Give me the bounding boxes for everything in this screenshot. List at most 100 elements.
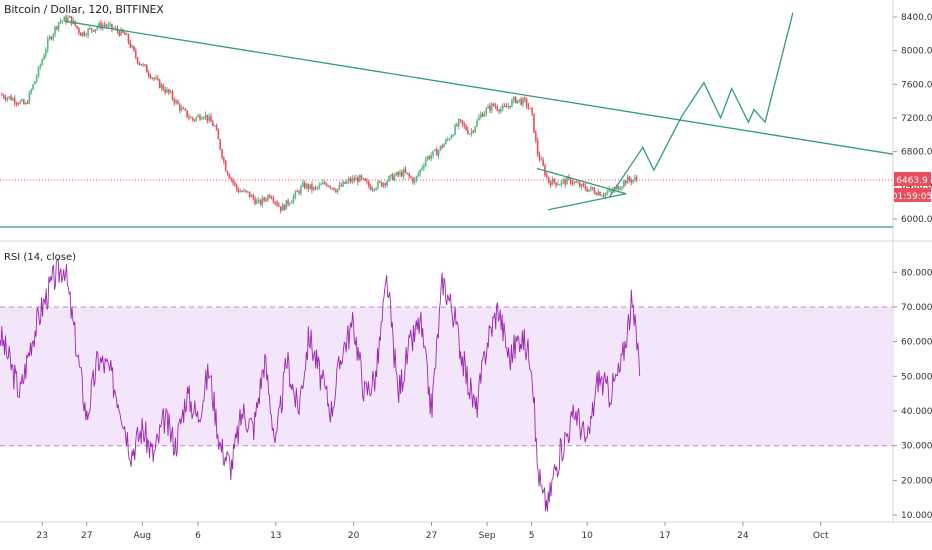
candle-body <box>142 64 144 66</box>
candle-body <box>327 185 330 187</box>
rsi-line <box>0 257 641 512</box>
candle-body <box>434 149 436 151</box>
candle-body <box>45 49 47 56</box>
candle-body <box>323 182 326 184</box>
candle-body <box>78 28 80 33</box>
candle-body <box>208 116 210 121</box>
candle-body <box>235 184 238 190</box>
rsi-indicator-label[interactable]: RSI (14, close) <box>4 252 77 263</box>
candle-body <box>8 96 10 98</box>
candle-body <box>369 186 372 190</box>
rsi-axis-label: 10.0000 <box>901 511 932 521</box>
time-axis-label: Sep <box>479 531 496 541</box>
candle-body <box>314 187 317 189</box>
candle-body <box>582 183 585 186</box>
candle-body <box>555 182 557 186</box>
candle-body <box>406 172 409 174</box>
candle-body <box>527 105 530 108</box>
candle-body <box>501 105 504 109</box>
candle-body <box>465 125 467 130</box>
candle-body <box>272 198 275 202</box>
rsi-axis-label: 30.0000 <box>901 442 932 452</box>
candle-body <box>234 182 236 185</box>
time-axis-label: 10 <box>581 531 593 541</box>
candle-body <box>173 98 176 103</box>
candle-body <box>599 191 601 196</box>
candle-body <box>202 117 205 119</box>
candle-body <box>290 201 293 204</box>
candle-body <box>478 117 480 121</box>
candle-body <box>557 184 559 186</box>
time-axis-label: Aug <box>134 531 152 541</box>
candle-body <box>296 191 299 193</box>
trendline-wedge-lower[interactable] <box>548 193 627 211</box>
trendline-main-resistance[interactable] <box>64 20 894 155</box>
candle-body <box>520 99 522 105</box>
candle-body <box>250 195 253 197</box>
candle-body <box>311 184 313 190</box>
candle-body <box>43 55 45 60</box>
candle-body <box>547 176 550 183</box>
candle-body <box>338 185 341 189</box>
candle-body <box>149 75 152 79</box>
candle-body <box>221 149 223 158</box>
candle-body <box>558 184 561 186</box>
candle-body <box>46 38 49 50</box>
candle-body <box>432 150 434 156</box>
candle-body <box>171 91 174 99</box>
time-axis-label: 27 <box>426 531 437 541</box>
candle-body <box>37 66 40 77</box>
candle-body <box>145 65 148 73</box>
candle-body <box>408 173 410 177</box>
candle-body <box>232 179 234 183</box>
candle-body <box>76 25 78 29</box>
candle-body <box>160 84 163 88</box>
candle-body <box>604 193 607 197</box>
candle-body <box>318 184 321 188</box>
candle-body <box>597 191 599 196</box>
candle-body <box>6 97 9 100</box>
time-axis-label: 27 <box>81 531 92 541</box>
candle-body <box>283 204 286 210</box>
candle-body <box>573 181 576 184</box>
candle-body <box>516 100 519 103</box>
candle-body <box>274 201 277 203</box>
candle-body <box>67 17 69 23</box>
candle-body <box>230 178 233 180</box>
candle-body <box>579 182 581 187</box>
trendline-projection[interactable] <box>608 12 794 198</box>
candle-body <box>224 161 227 172</box>
candle-body <box>85 35 88 37</box>
candle-body <box>621 186 623 189</box>
candle-body <box>166 89 168 93</box>
candle-body <box>144 64 146 66</box>
candle-body <box>404 169 407 173</box>
candle-body <box>267 195 269 201</box>
candle-body <box>619 188 622 190</box>
candle-body <box>437 150 440 156</box>
candle-body <box>450 135 453 139</box>
candle-body <box>157 77 159 80</box>
candle-body <box>162 84 165 90</box>
candle-body <box>346 181 348 184</box>
candle-body <box>531 107 533 114</box>
candle-body <box>193 119 196 121</box>
candle-body <box>630 180 633 183</box>
candle-body <box>514 96 517 103</box>
time-axis-label: 6 <box>195 531 201 541</box>
candle-body <box>94 29 97 32</box>
candle-body <box>366 180 368 182</box>
candle-body <box>586 189 588 192</box>
candle-body <box>511 100 513 108</box>
candle-body <box>426 156 429 160</box>
candle-body <box>340 185 343 187</box>
candle-body <box>114 28 117 30</box>
candle-body <box>13 98 16 103</box>
trendline-wedge-upper[interactable] <box>536 167 627 195</box>
time-axis-label: 24 <box>737 531 749 541</box>
candle-body <box>243 190 245 192</box>
candle-body <box>474 126 477 132</box>
candle-body <box>380 182 383 187</box>
candle-body <box>289 203 291 205</box>
